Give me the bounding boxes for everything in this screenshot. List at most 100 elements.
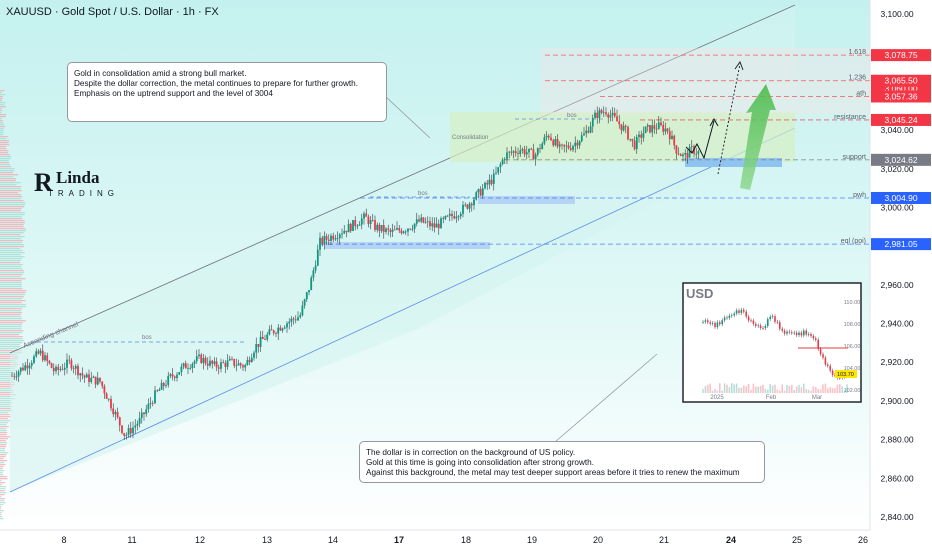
candle	[413, 223, 416, 233]
time-tick: 17	[394, 535, 404, 545]
time-tick: 11	[127, 535, 136, 545]
candle	[321, 235, 324, 247]
candle	[41, 344, 44, 362]
inset-candle	[788, 331, 791, 333]
inset-volume	[745, 386, 747, 393]
inset-volume	[786, 384, 788, 393]
candle	[556, 134, 559, 149]
inset-candle	[707, 320, 709, 323]
inset-y-tick: 104.00	[844, 366, 861, 372]
candle	[220, 358, 222, 373]
candle	[356, 224, 359, 230]
inset-volume	[711, 390, 714, 393]
inset-candle	[839, 377, 841, 379]
time-axis[interactable]: 8 11 12 13 14 17 18 19 20 21 24 25 26	[0, 529, 932, 550]
candle	[486, 179, 489, 190]
inset-volume	[702, 389, 704, 393]
candle	[444, 215, 447, 221]
inset-volume	[783, 390, 786, 393]
candle	[565, 140, 568, 153]
candle	[145, 404, 148, 417]
inset-volume	[731, 383, 733, 393]
callout-pointers	[384, 95, 658, 443]
candle	[638, 130, 640, 143]
candle	[277, 324, 280, 341]
candle	[283, 325, 286, 330]
candle	[433, 217, 436, 233]
candle	[316, 244, 319, 267]
inset-volume	[831, 388, 834, 393]
logo-subtitle: TRADING	[48, 189, 119, 198]
candle	[468, 201, 471, 213]
inset-candle	[776, 321, 779, 323]
inset-volume	[759, 385, 762, 393]
candle	[209, 355, 211, 368]
inset-x-tick: Feb	[766, 395, 777, 401]
inset-x-tick: 2025	[710, 395, 724, 401]
candle	[651, 120, 654, 138]
candle	[61, 363, 64, 371]
candle	[690, 140, 693, 153]
candle	[462, 201, 464, 218]
candle	[244, 363, 247, 372]
inset-candle	[719, 322, 721, 325]
inset-candle	[759, 325, 762, 328]
level-badge: 2,981.05	[884, 239, 917, 249]
level-label: support	[843, 154, 866, 161]
candle	[105, 392, 108, 399]
label-bos-2: bos	[418, 191, 428, 197]
candle	[583, 127, 585, 136]
time-tick: 18	[461, 535, 471, 545]
candle	[506, 147, 508, 165]
candle	[514, 146, 517, 157]
inset-candle	[779, 322, 781, 329]
time-tick: 26	[858, 535, 868, 545]
candle	[492, 169, 495, 191]
level-label: pwh	[853, 192, 866, 199]
inset-volume	[803, 383, 805, 393]
candle	[484, 181, 486, 190]
candle	[46, 352, 49, 366]
inset-candles	[702, 307, 848, 393]
logo-mark: R	[34, 168, 53, 197]
candle	[558, 141, 561, 154]
candle	[198, 349, 200, 360]
inset-volume	[709, 383, 711, 393]
candle	[63, 362, 66, 376]
inset-candle	[795, 332, 798, 336]
candle	[35, 348, 38, 358]
level-badge: 3,078.75	[884, 50, 917, 60]
candle	[103, 384, 106, 399]
level-badge-bg	[871, 49, 931, 62]
candle	[261, 330, 264, 340]
inset-candle	[764, 325, 767, 329]
label-bos-3: bos	[567, 113, 577, 119]
candle	[66, 353, 68, 374]
candle	[184, 360, 187, 369]
candle	[629, 138, 632, 142]
level-badge-bg	[871, 238, 931, 251]
level-badge-bg	[871, 74, 931, 87]
candle	[143, 412, 145, 421]
level-label: 1.618	[848, 49, 866, 56]
candle	[39, 348, 42, 356]
candle	[167, 371, 170, 388]
candle	[158, 387, 161, 392]
price-axis[interactable]: 3,100.003,080.003,060.003,040.003,020.00…	[869, 0, 932, 530]
inset-candle	[767, 319, 769, 326]
candle	[391, 223, 394, 237]
candle	[539, 143, 541, 153]
candle	[475, 190, 478, 201]
consolidation-zone	[450, 112, 795, 162]
candle	[679, 153, 682, 157]
candle	[569, 142, 572, 152]
inset-volume	[791, 384, 793, 393]
projections	[685, 61, 776, 190]
candle	[620, 124, 623, 135]
inset-volume	[771, 385, 774, 393]
time-tick: 21	[659, 535, 669, 545]
candle	[165, 379, 167, 389]
inset-volume	[822, 384, 824, 393]
candle	[675, 144, 678, 160]
